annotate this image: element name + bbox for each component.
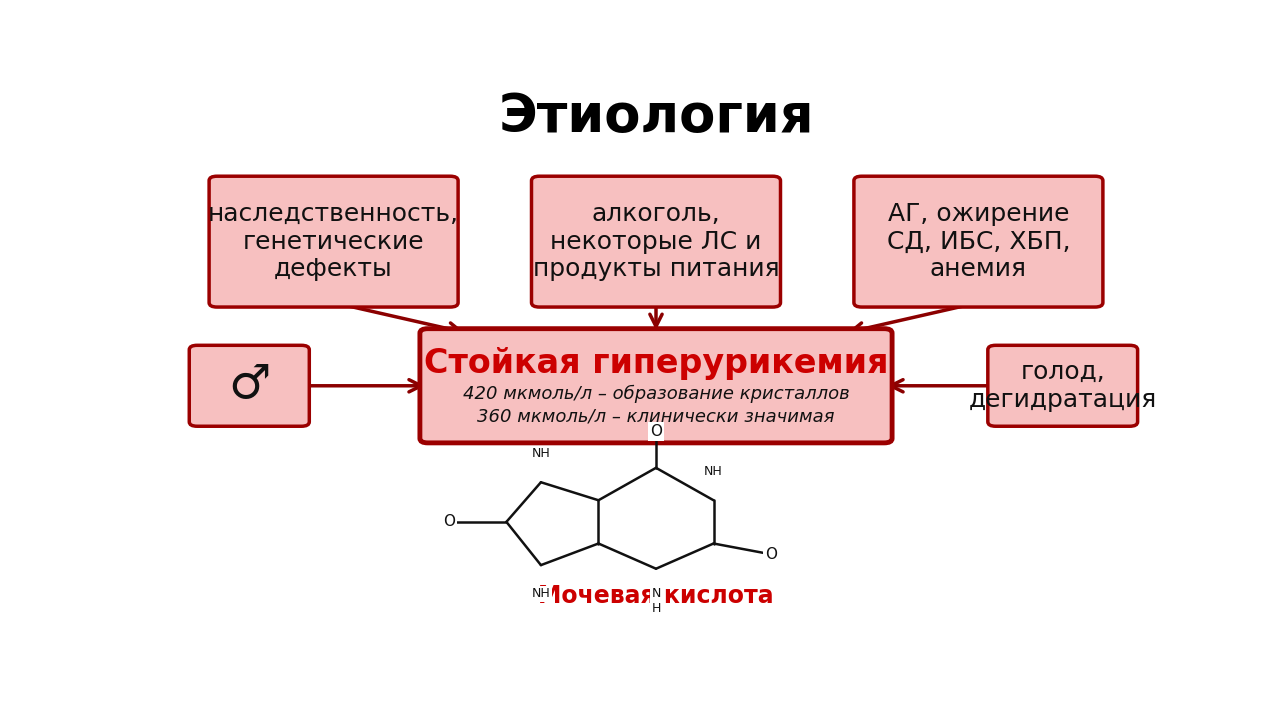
FancyBboxPatch shape — [988, 346, 1138, 426]
Text: наследственность,
генетические
дефекты: наследственность, генетические дефекты — [209, 202, 460, 282]
Text: 420 мкмоль/л – образование кристаллов: 420 мкмоль/л – образование кристаллов — [462, 385, 850, 403]
Text: O: O — [765, 546, 777, 562]
FancyBboxPatch shape — [209, 176, 458, 307]
Text: алкоголь,
некоторые ЛС и
продукты питания: алкоголь, некоторые ЛС и продукты питани… — [532, 202, 780, 282]
Text: NH: NH — [704, 465, 723, 478]
Text: Этиология: Этиология — [498, 91, 814, 143]
Text: 360 мкмоль/л – клинически значимая: 360 мкмоль/л – клинически значимая — [477, 408, 835, 426]
Text: голод,
дегидратация: голод, дегидратация — [969, 360, 1157, 412]
Text: N
H: N H — [652, 588, 660, 615]
FancyBboxPatch shape — [189, 346, 310, 426]
Text: O: O — [443, 514, 454, 529]
Text: Стойкая гиперурикемия: Стойкая гиперурикемия — [424, 347, 888, 380]
FancyBboxPatch shape — [420, 328, 892, 443]
FancyBboxPatch shape — [854, 176, 1103, 307]
Text: Мочевая кислота: Мочевая кислота — [538, 585, 774, 608]
Text: O: O — [650, 424, 662, 439]
FancyBboxPatch shape — [531, 176, 781, 307]
Text: АГ, ожирение
СД, ИБС, ХБП,
анемия: АГ, ожирение СД, ИБС, ХБП, анемия — [887, 202, 1070, 282]
Text: ♂: ♂ — [228, 364, 270, 408]
Text: NH: NH — [531, 588, 550, 600]
Text: NH: NH — [531, 447, 550, 460]
